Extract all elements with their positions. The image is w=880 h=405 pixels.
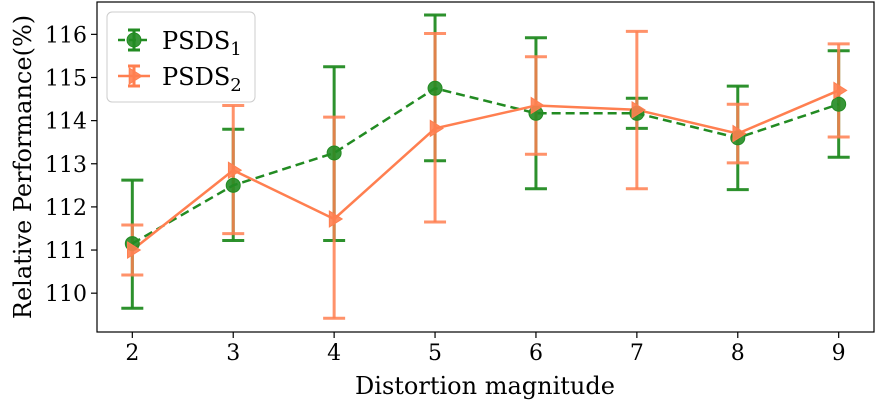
y-axis: 110 111 112 113 114 115 116 <box>45 23 97 307</box>
series-1-point-3 <box>225 177 241 193</box>
legend-box <box>106 11 256 103</box>
x-tick-label-2: 2 <box>125 341 139 366</box>
series-1-point-9 <box>831 96 847 112</box>
x-axis: 2 3 4 5 6 7 8 9 <box>125 332 846 366</box>
y-tick-label-114: 114 <box>45 110 87 135</box>
y-tick-label-115: 115 <box>45 66 87 91</box>
legend-marker-2 <box>128 67 143 85</box>
series-layer <box>121 13 850 320</box>
x-tick-label-7: 7 <box>630 341 644 366</box>
series-2-point-3 <box>227 161 243 180</box>
x-axis-label: Distortion magnitude <box>355 372 615 400</box>
y-axis-label: Relative Performance(%) <box>9 15 37 319</box>
x-tick-label-6: 6 <box>529 341 543 366</box>
series-2-point-9 <box>833 81 848 100</box>
x-tick-label-5: 5 <box>428 341 442 366</box>
x-tick-label-8: 8 <box>731 341 745 366</box>
y-tick-label-113: 113 <box>45 153 87 178</box>
legend-marker-1 <box>126 32 142 48</box>
series-2-point-7 <box>631 100 646 119</box>
series-1-point-4 <box>326 145 342 161</box>
series-1-line <box>131 86 840 245</box>
series-1-point-5 <box>427 80 443 96</box>
y-tick-label-116: 116 <box>45 23 87 48</box>
x-tick-label-3: 3 <box>226 341 240 366</box>
series-2-point-4 <box>328 210 344 228</box>
y-tick-label-110: 110 <box>45 282 87 307</box>
x-tick-label-4: 4 <box>327 341 341 366</box>
series-2-point-6 <box>530 96 545 115</box>
series-2-point-5 <box>429 119 444 138</box>
series-2-point-8 <box>732 124 747 143</box>
y-tick-label-112: 112 <box>45 196 87 221</box>
x-tick-label-9: 9 <box>832 341 846 366</box>
y-tick-label-111: 111 <box>45 239 87 264</box>
legend-label-2: PSDS2 <box>162 63 242 96</box>
series-2-line <box>131 89 840 252</box>
legend-label-1: PSDS1 <box>162 27 242 60</box>
series-2-point-2 <box>127 241 142 259</box>
